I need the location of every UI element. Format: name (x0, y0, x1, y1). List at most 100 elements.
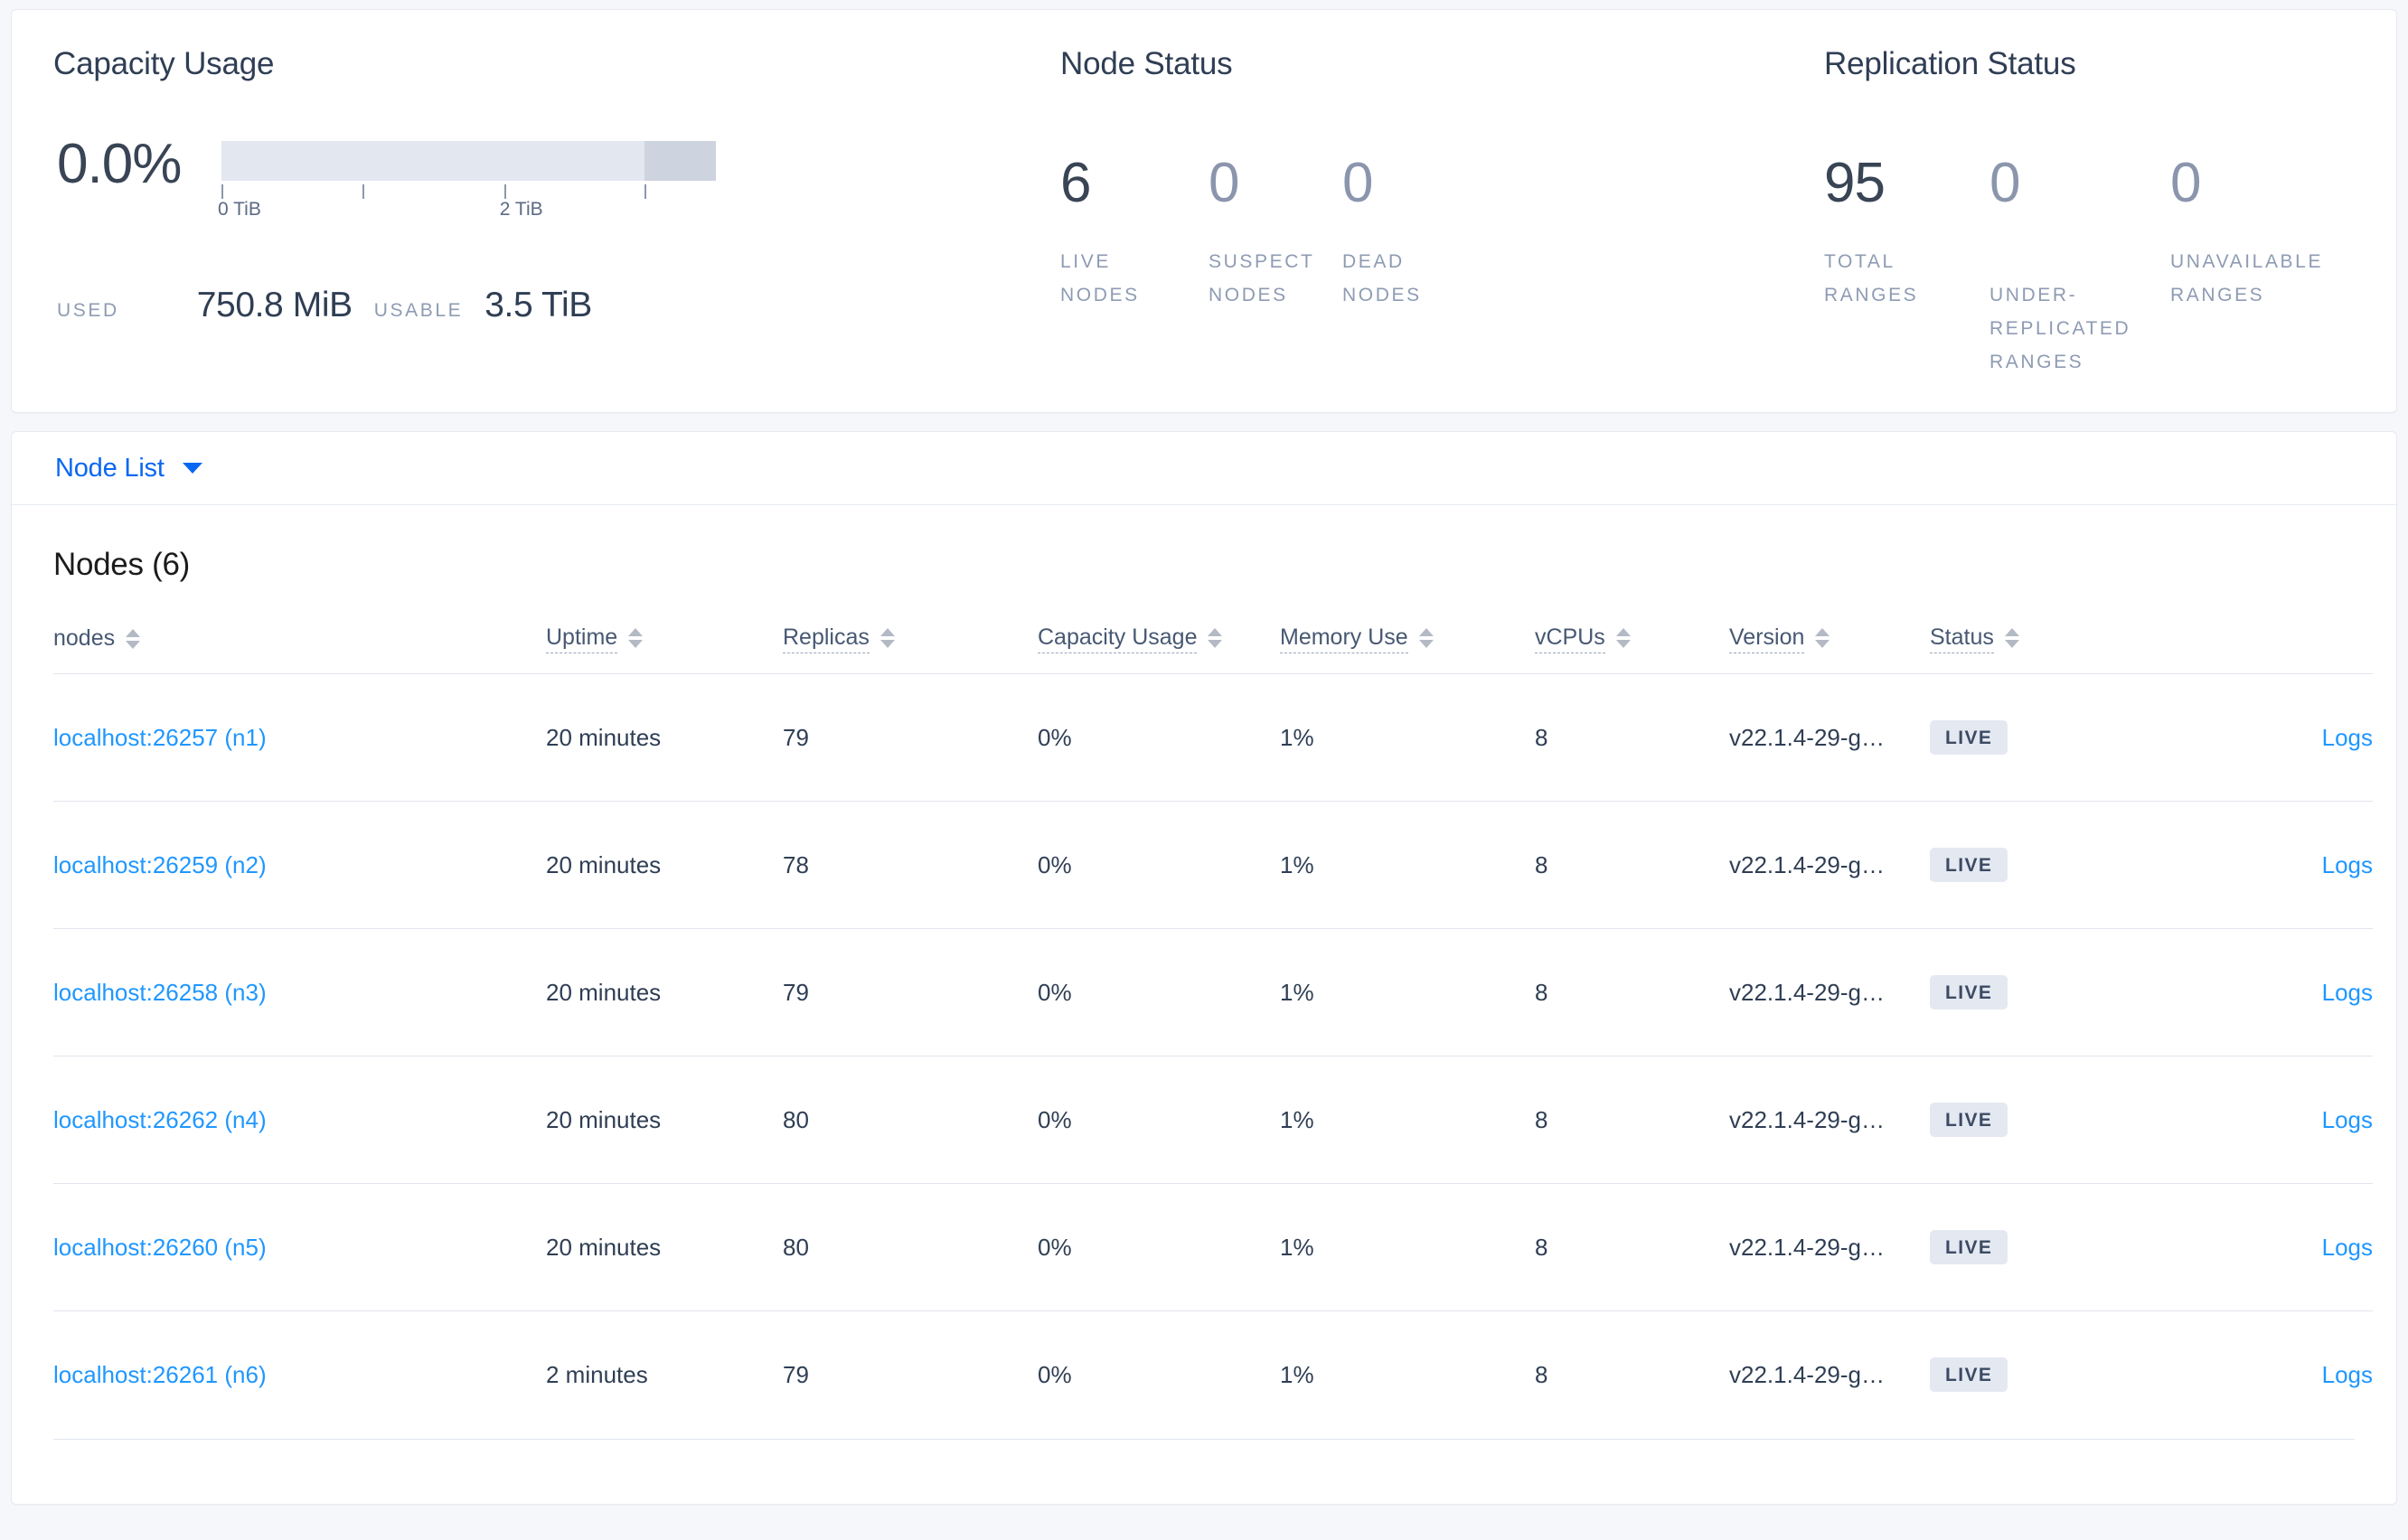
axis-tick (221, 184, 223, 199)
cell-version: v22.1.4-29-g… (1729, 1056, 1930, 1184)
logs-link[interactable]: Logs (2321, 978, 2373, 1006)
node-status-title: Node Status (1060, 46, 1233, 81)
cell-replicas: 79 (783, 1310, 1038, 1439)
sort-icon[interactable] (628, 628, 644, 650)
axis-tick (644, 184, 646, 199)
cell-vcpus: 8 (1535, 1056, 1729, 1184)
logs-link[interactable]: Logs (2321, 1360, 2373, 1388)
nodes-table-header-row: nodes Uptime Replicas (53, 624, 2373, 674)
table-footer-divider (53, 1438, 2355, 1504)
sort-icon[interactable] (2004, 628, 2019, 650)
table-row: localhost:26260 (n5) 20 minutes 80 0% 1% 8 v22… (53, 1183, 2373, 1311)
cell-replicas: 80 (783, 1183, 1038, 1311)
replication-status-stats: 95 TOTAL RANGES 0 UNDER- REPLICATED RANG… (1824, 152, 2395, 379)
stat-unavailable-ranges-value: 0 (2170, 152, 2201, 214)
sort-icon[interactable] (1615, 628, 1631, 650)
logs-link[interactable]: Logs (2321, 850, 2373, 878)
table-row: localhost:26261 (n6) 2 minutes 79 0% 1% 8 v22.… (53, 1310, 2373, 1439)
capacity-usage-title: Capacity Usage (53, 46, 275, 81)
col-header-vcpus[interactable]: vCPUs (1535, 624, 1729, 674)
stat-dead-nodes-label: DEAD NODES (1342, 251, 1422, 305)
cell-logs: Logs (2255, 1056, 2373, 1184)
sort-icon[interactable] (1208, 628, 1223, 650)
cell-status: LIVE (1930, 1056, 2255, 1184)
cell-memory-use: 1% (1280, 723, 1314, 751)
cell-memory-use: 1% (1280, 1056, 1535, 1184)
capacity-usage-bar (221, 141, 716, 181)
capacity-usage-axis-ticks (221, 181, 716, 199)
stat-dead-nodes-value: 0 (1342, 152, 1373, 214)
nodes-heading: Nodes (6) (53, 547, 190, 582)
stat-under-replicated-ranges-value: 0 (1989, 152, 2020, 214)
sort-icon[interactable] (126, 628, 141, 651)
chevron-down-icon (182, 463, 202, 474)
cell-capacity-usage: 0% (1038, 1310, 1280, 1439)
stat-live-nodes: 6 LIVE NODES (1060, 155, 1209, 312)
cell-uptime: 20 minutes (546, 1183, 783, 1311)
table-row: localhost:26258 (n3) 20 minutes 79 0% 1% 8 v22… (53, 928, 2373, 1056)
node-link[interactable]: localhost:26262 (n4) (53, 1105, 267, 1133)
logs-link[interactable]: Logs (2321, 723, 2373, 751)
col-header-uptime[interactable]: Uptime (546, 624, 783, 674)
cell-status: LIVE (1930, 1183, 2255, 1311)
axis-tick (362, 184, 365, 199)
capacity-usage-chart-row: 0.0% 0 TiB 2 TiB (53, 133, 1060, 226)
col-header-status[interactable]: Status (1930, 624, 2255, 674)
status-badge: LIVE (1930, 720, 2008, 755)
logs-link[interactable]: Logs (2321, 1233, 2373, 1261)
sort-icon[interactable] (1815, 628, 1830, 650)
cell-status: LIVE (1930, 674, 2255, 802)
node-list-body: Nodes (6) nodes (12, 505, 2396, 1504)
status-badge: LIVE (1930, 848, 2008, 882)
cell-node: localhost:26262 (n4) (53, 1056, 546, 1184)
cell-node: localhost:26261 (n6) (53, 1310, 546, 1439)
cell-memory-use: 1% (1280, 1310, 1535, 1439)
cell-vcpus: 8 (1535, 1183, 1729, 1311)
axis-tick (503, 184, 506, 199)
cell-logs: Logs (2255, 674, 2373, 802)
col-header-capacity-usage[interactable]: Capacity Usage (1038, 624, 1280, 674)
col-header-status-label: Status (1930, 624, 1994, 653)
stat-total-ranges-label: TOTAL RANGES (1824, 251, 1919, 305)
node-link[interactable]: localhost:26259 (n2) (53, 850, 267, 878)
col-header-memory-use[interactable]: Memory Use (1280, 624, 1535, 674)
capacity-usage-percent: 0.0% (57, 133, 182, 195)
replication-status-panel: Replication Status 95 TOTAL RANGES 0 UND… (1824, 10, 2395, 379)
node-link[interactable]: localhost:26260 (n5) (53, 1233, 267, 1261)
cell-status: LIVE (1930, 928, 2255, 1056)
cell-uptime: 2 minutes (546, 1310, 783, 1439)
node-link[interactable]: localhost:26258 (n3) (53, 978, 267, 1006)
capacity-usage-summary-row: USED 750.8 MiB USABLE 3.5 TiB (53, 286, 1060, 325)
col-header-uptime-label: Uptime (546, 624, 618, 653)
node-list-card: Node List Nodes (6) nodes (11, 431, 2397, 1505)
cell-uptime: 20 minutes (546, 1056, 783, 1184)
logs-link[interactable]: Logs (2321, 1105, 2373, 1133)
node-list-dropdown[interactable]: Node List (55, 454, 202, 484)
status-badge: LIVE (1930, 1230, 2008, 1264)
col-header-replicas[interactable]: Replicas (783, 624, 1038, 674)
cell-version: v22.1.4-29-g… (1729, 1310, 1930, 1439)
cell-replicas: 78 (783, 801, 1038, 929)
cell-version: v22.1.4-29-g… (1729, 1183, 1930, 1311)
stat-unavailable-ranges-label: UNAVAILABLE RANGES (2170, 251, 2324, 305)
cell-memory-use: 1% (1280, 928, 1535, 1056)
sort-icon[interactable] (879, 628, 895, 650)
col-header-nodes-label: nodes (53, 625, 116, 651)
usable-value: 3.5 TiB (484, 286, 592, 324)
col-header-capacity-usage-label: Capacity Usage (1038, 624, 1198, 653)
used-value: 750.8 MiB (196, 286, 353, 324)
node-link[interactable]: localhost:26257 (n1) (53, 723, 267, 751)
cell-vcpus: 8 (1535, 1310, 1729, 1439)
col-header-memory-use-label: Memory Use (1280, 624, 1408, 653)
cell-version: v22.1.4-29-g… (1729, 928, 1930, 1056)
cell-replicas: 80 (783, 1056, 1038, 1184)
col-header-nodes[interactable]: nodes (53, 624, 546, 674)
sort-icon[interactable] (1418, 628, 1434, 650)
col-header-version[interactable]: Version (1729, 624, 1930, 674)
col-header-logs (2255, 624, 2373, 674)
cell-replicas: 79 (783, 723, 809, 751)
node-link[interactable]: localhost:26261 (n6) (53, 1360, 267, 1388)
capacity-usage-axis-labels: 0 TiB 2 TiB (218, 199, 716, 226)
cell-capacity-usage: 0% (1038, 1056, 1280, 1184)
